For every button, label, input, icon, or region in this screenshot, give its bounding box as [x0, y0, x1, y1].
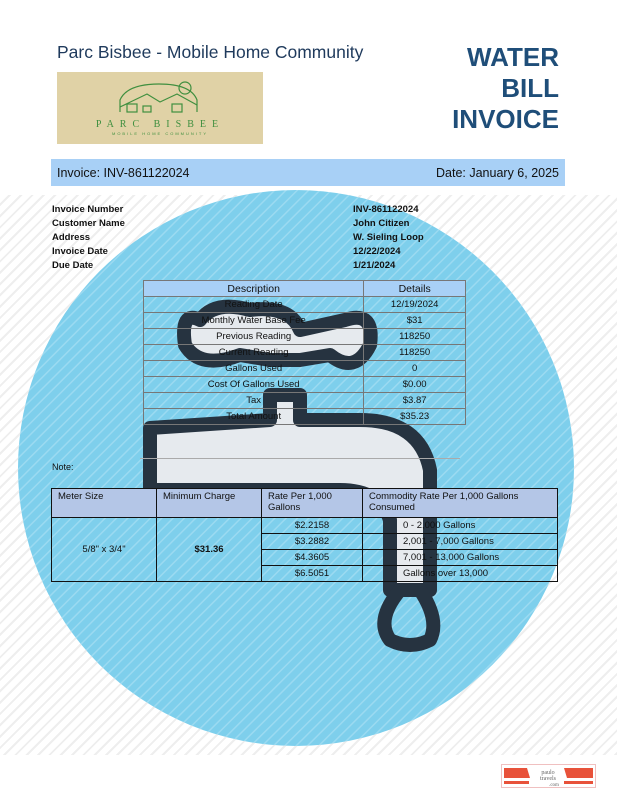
- info-value: INV-861122024: [353, 204, 419, 215]
- info-value: W. Sieling Loop: [353, 232, 424, 243]
- detail-value: $3.87: [363, 392, 466, 409]
- info-labels: Invoice Number Customer Name Address Inv…: [52, 203, 125, 273]
- company-name: Parc Bisbee - Mobile Home Community: [57, 42, 364, 62]
- info-value: John Citizen: [353, 218, 410, 229]
- detail-description: Cost Of Gallons Used: [142, 376, 365, 393]
- info-value: 12/22/2024: [353, 246, 401, 257]
- tier-range: 2,001 - 7,000 Gallons: [362, 533, 558, 550]
- detail-description: Total Amount: [142, 408, 365, 425]
- info-label: Invoice Number: [52, 204, 124, 215]
- column-header: Description: [142, 280, 365, 297]
- table-row: Total Amount $35.23: [142, 408, 466, 425]
- meter-size: 5/8" x 3/4": [51, 517, 157, 582]
- detail-description: Previous Reading: [142, 328, 365, 345]
- svg-text:.com: .com: [549, 783, 559, 787]
- detail-value: 0: [363, 360, 466, 377]
- divider: [140, 458, 460, 459]
- column-header: Commodity Rate Per 1,000 Gallons Consume…: [362, 488, 558, 518]
- info-value: 1/21/2024: [353, 260, 396, 271]
- rate-value: $3.2882: [261, 533, 363, 550]
- company-logo: PARC BISBEE MOBILE HOME COMMUNITY: [57, 72, 263, 144]
- column-header: Rate Per 1,000 Gallons: [261, 488, 363, 518]
- detail-description: Current Reading: [142, 344, 365, 361]
- detail-value: 118250: [363, 328, 466, 345]
- details-table: Description Details Reading Date 12/19/202…: [142, 280, 466, 425]
- column-header: Meter Size: [51, 488, 157, 518]
- detail-description: Reading Date: [142, 296, 365, 313]
- table-row: Reading Date 12/19/2024: [142, 296, 466, 313]
- table-row: 5/8" x 3/4" $31.36 $2.2158 0 - 2,000 Gallon…: [51, 517, 558, 582]
- info-label: Due Date: [52, 260, 94, 271]
- detail-value: $35.23: [363, 408, 466, 425]
- tier-range: 0 - 2,000 Gallons: [362, 517, 558, 534]
- table-row: Previous Reading 118250: [142, 328, 466, 345]
- minimum-charge: $31.36: [156, 517, 262, 582]
- tier-range: Gallons over 13,000: [362, 565, 558, 582]
- table-row: Gallons Used 0: [142, 360, 466, 377]
- rate-value: $2.2158: [261, 517, 363, 534]
- title-line: BILL: [501, 73, 559, 103]
- note-label: Note:: [52, 462, 74, 472]
- info-label: Customer Name: [52, 218, 125, 229]
- svg-text:MOBILE HOME COMMUNITY: MOBILE HOME COMMUNITY: [112, 131, 208, 136]
- table-row: Monthly Water Base Fee $31: [142, 312, 466, 329]
- table-row: Current Reading 118250: [142, 344, 466, 361]
- svg-text:travels: travels: [540, 776, 557, 782]
- document-title: WATER BILL INVOICE: [452, 42, 559, 135]
- table-row: Tax $3.87: [142, 392, 466, 409]
- invoice-number-label: Invoice: INV-861122024: [57, 166, 190, 180]
- detail-description: Tax: [142, 392, 365, 409]
- rate-value: $4.3605: [261, 549, 363, 566]
- parc-bisbee-logo: PARC BISBEE MOBILE HOME COMMUNITY: [96, 81, 224, 136]
- invoice-bar: Invoice: INV-861122024 Date: January 6, …: [51, 159, 565, 186]
- detail-value: 118250: [363, 344, 466, 361]
- info-label: Invoice Date: [52, 246, 108, 257]
- detail-value: $0.00: [363, 376, 466, 393]
- footer-watermark-logo: paulo travels .com: [501, 764, 596, 788]
- detail-description: Gallons Used: [142, 360, 365, 377]
- title-line: WATER: [467, 42, 559, 72]
- table-row: $6.5051 Gallons over 13,000: [52, 565, 558, 582]
- paulo-travels-logo: paulo travels .com: [504, 768, 593, 788]
- detail-value: 12/19/2024: [363, 296, 466, 313]
- table-row: Cost Of Gallons Used $0.00: [142, 376, 466, 393]
- title-line: INVOICE: [452, 104, 559, 134]
- column-header: Minimum Charge: [156, 488, 262, 518]
- svg-text:paulo: paulo: [541, 770, 554, 776]
- rate-value: $6.5051: [261, 565, 363, 582]
- rates-table: Meter Size Minimum Charge Rate Per 1,000…: [51, 488, 558, 582]
- tier-range: 7,001 - 13,000 Gallons: [362, 549, 558, 566]
- svg-text:PARC BISBEE: PARC BISBEE: [96, 119, 224, 130]
- detail-value: $31: [363, 312, 466, 329]
- column-header: Details: [363, 280, 466, 297]
- table-row: $3.2882 2,001 - 7,000 Gallons: [52, 533, 558, 550]
- invoice-date-label: Date: January 6, 2025: [436, 166, 559, 180]
- info-label: Address: [52, 232, 91, 243]
- detail-description: Monthly Water Base Fee: [142, 312, 365, 329]
- info-values: INV-861122024 John Citizen W. Sieling Lo…: [353, 203, 424, 273]
